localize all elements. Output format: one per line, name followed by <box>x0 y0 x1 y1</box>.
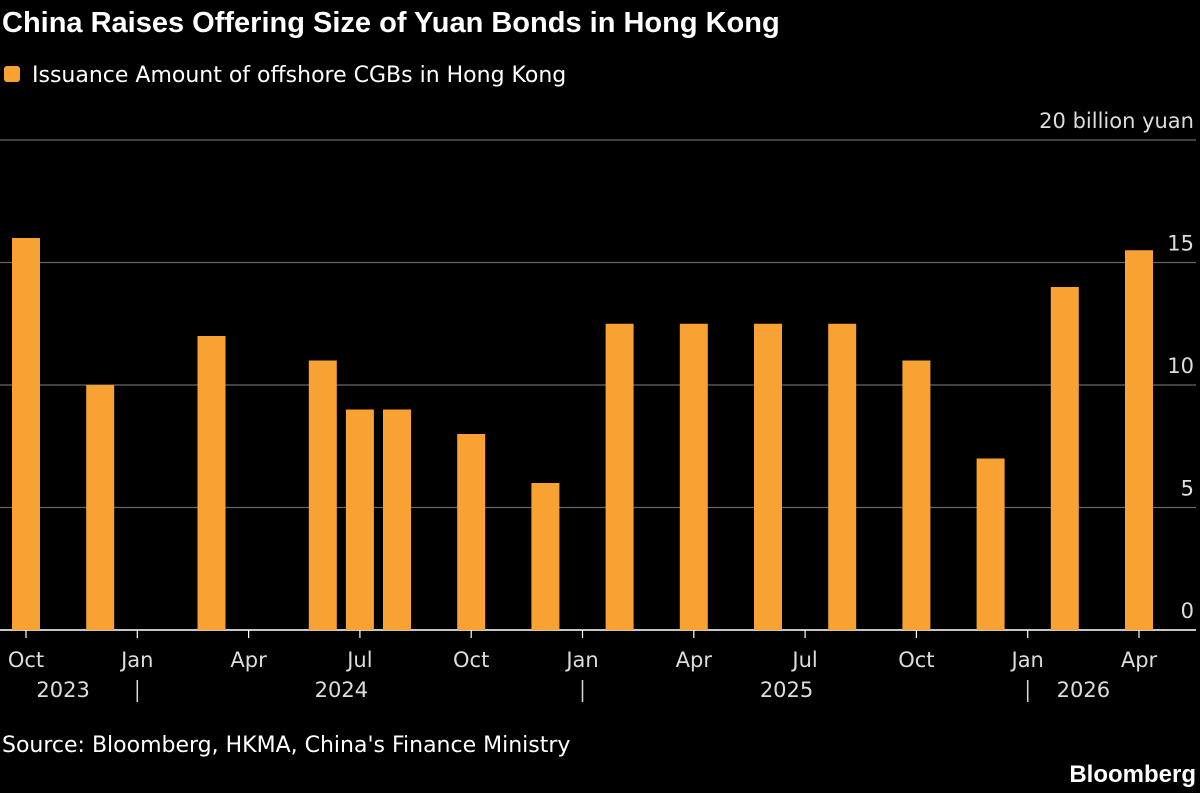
year-label: 2025 <box>760 678 813 702</box>
x-tick-label: Oct <box>8 648 44 672</box>
x-tick-label: Jul <box>345 648 372 672</box>
bar <box>12 238 40 630</box>
y-tick-label: 10 <box>1167 354 1194 378</box>
bar <box>679 323 708 630</box>
bar <box>308 360 337 630</box>
bar <box>1125 250 1153 630</box>
brand: Bloomberg <box>1069 761 1196 788</box>
year-label: 2024 <box>315 678 368 702</box>
bar <box>902 360 931 630</box>
legend-label: Issuance Amount of offshore CGBs in Hong… <box>32 63 566 88</box>
bar <box>531 483 560 630</box>
year-label: 2023 <box>36 678 89 702</box>
bar <box>605 323 634 630</box>
bar <box>754 323 782 630</box>
chart-title: China Raises Offering Size of Yuan Bonds… <box>2 7 780 39</box>
year-label: 2026 <box>1057 678 1110 702</box>
bar <box>828 323 857 630</box>
bar <box>383 409 411 630</box>
x-tick-label: Apr <box>1121 648 1158 672</box>
legend-swatch <box>4 66 20 82</box>
source: Source: Bloomberg, HKMA, China's Finance… <box>2 733 570 758</box>
y-tick-label: 15 <box>1167 232 1194 256</box>
bar <box>345 409 374 630</box>
bar <box>976 458 1005 630</box>
x-tick-label: Jan <box>564 648 598 672</box>
bar <box>86 385 115 630</box>
x-tick-label: Oct <box>453 648 489 672</box>
x-tick-label: Oct <box>898 648 934 672</box>
y-tick-label: 5 <box>1181 477 1194 501</box>
x-tick-label: Jan <box>1010 648 1044 672</box>
bar <box>197 336 226 630</box>
x-tick-label: Apr <box>676 648 713 672</box>
bar <box>1050 287 1079 630</box>
bar <box>457 434 486 630</box>
y-tick-label: 20 billion yuan <box>1039 109 1194 133</box>
x-tick-label: Jul <box>790 648 817 672</box>
x-tick-label: Apr <box>230 648 267 672</box>
y-tick-label: 0 <box>1181 599 1194 623</box>
x-tick-label: Jan <box>119 648 153 672</box>
